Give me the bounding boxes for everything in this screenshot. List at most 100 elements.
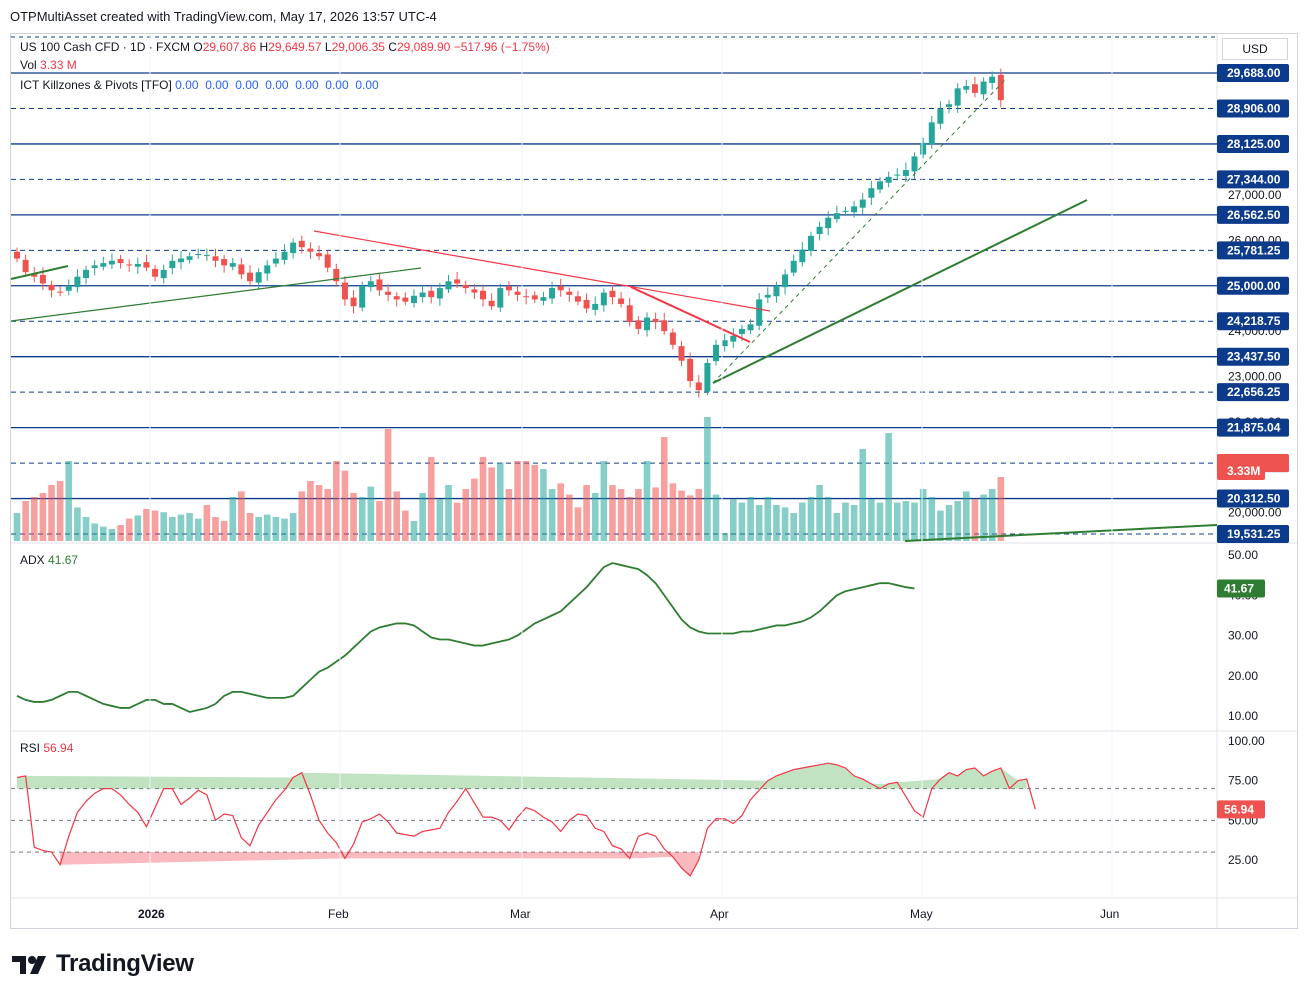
time-axis-label: Jun — [1100, 907, 1119, 921]
candle-body — [393, 296, 400, 300]
adx-axis-label: 50.00 — [1228, 548, 1258, 562]
rsi-label[interactable]: RSI — [20, 741, 41, 755]
candle-body — [376, 279, 383, 291]
candle-body — [22, 259, 29, 273]
currency-selector[interactable]: USD — [1222, 38, 1288, 60]
volume-bar — [988, 489, 996, 541]
volume-bar — [583, 485, 590, 541]
volume-bar — [203, 505, 211, 541]
volume-tag — [1217, 462, 1265, 480]
volume-bar — [117, 525, 124, 541]
rsi-overbought-fill — [17, 763, 1027, 789]
volume-bar — [997, 477, 1005, 541]
symbol-name[interactable]: US 100 Cash CFD · 1D · FXCM — [20, 40, 191, 54]
volume-bar — [125, 518, 133, 541]
candle-body — [367, 281, 374, 288]
volume-bar — [419, 493, 426, 541]
candle-body — [350, 297, 357, 307]
volume-bar — [859, 449, 867, 541]
candle-body — [247, 272, 254, 282]
candle-body — [290, 242, 297, 254]
level-price-label: 23,437.50 — [1227, 350, 1281, 364]
ict-label[interactable]: ICT Killzones & Pivots [TFO] — [20, 78, 172, 92]
level-price-tag — [1217, 241, 1289, 260]
candle-body — [410, 295, 417, 304]
volume-bar — [773, 505, 780, 541]
candle-body — [203, 254, 210, 256]
volume-bar — [108, 529, 116, 541]
volume-bar — [263, 514, 271, 541]
volume-bar — [686, 495, 694, 541]
volume-bar — [39, 493, 47, 541]
time-axis-label: Apr — [710, 907, 729, 921]
candle-body — [851, 206, 858, 213]
close-label: C — [388, 40, 397, 54]
candle-body — [514, 291, 521, 295]
trendline-green-short — [10, 265, 69, 280]
volume-bar — [928, 497, 936, 541]
volume-bar — [479, 457, 487, 541]
candle-body — [643, 317, 650, 331]
trendline-green-volume — [904, 524, 1218, 542]
candle-body — [756, 299, 763, 326]
chart-frame[interactable] — [10, 33, 1298, 929]
volume-bar — [764, 497, 772, 541]
candle-body — [341, 282, 348, 300]
volume-bar — [945, 505, 953, 541]
volume-bar — [781, 507, 789, 541]
volume-bar — [246, 513, 254, 541]
volume-bar — [738, 502, 746, 541]
volume-bar — [333, 461, 340, 541]
candle-body — [661, 320, 668, 332]
close-value: 29,089.90 — [396, 40, 451, 54]
adx-line — [16, 562, 915, 713]
candle-body — [963, 86, 970, 90]
level-price-label: 21,875.04 — [1227, 421, 1281, 435]
candle-body — [221, 259, 228, 266]
candle-body — [31, 273, 38, 277]
candle-body — [48, 284, 55, 291]
level-price-label: 28,125.00 — [1227, 137, 1281, 151]
candle-body — [195, 254, 202, 256]
volume-bar — [937, 510, 944, 541]
candle-body — [385, 291, 392, 295]
candle-body — [549, 288, 556, 299]
candle-body — [117, 259, 124, 264]
candle-body — [488, 300, 495, 307]
adx-value-label: 41.67 — [1224, 582, 1254, 596]
volume-bar — [980, 494, 987, 541]
candle-body — [946, 104, 953, 107]
volume-bar — [238, 491, 245, 541]
level-price-label: 20,312.50 — [1227, 492, 1281, 506]
candle-body — [894, 174, 901, 176]
tradingview-logo[interactable]: TradingView — [12, 950, 194, 978]
candle-body — [497, 288, 504, 308]
volume-bar — [143, 509, 150, 541]
candle-body — [618, 298, 625, 304]
high-value: 29,649.57 — [268, 40, 322, 54]
candle-body — [531, 295, 538, 300]
volume-bar — [919, 489, 927, 541]
volume-bar — [82, 517, 90, 541]
volume-bar — [220, 521, 228, 541]
level-price-tag — [1217, 134, 1289, 153]
candle-body — [868, 188, 875, 198]
candle-body — [920, 142, 927, 155]
price-axis-label: 27,000.00 — [1228, 188, 1282, 202]
volume-bar — [876, 502, 884, 541]
candle-body — [152, 268, 159, 277]
volume-bar — [971, 499, 979, 541]
volume-bar — [557, 483, 564, 541]
adx-label[interactable]: ADX — [20, 553, 45, 567]
rsi-axis-label: 100.00 — [1228, 734, 1265, 748]
volume-bar — [453, 502, 461, 541]
candle-body — [738, 328, 745, 334]
volume-bar — [272, 517, 280, 541]
candle-body — [764, 294, 771, 298]
volume-bar — [100, 526, 107, 541]
candle-body — [574, 296, 581, 302]
level-price-label: 25,781.25 — [1227, 243, 1281, 257]
candle-body — [126, 264, 133, 266]
volume-bar — [341, 470, 349, 541]
